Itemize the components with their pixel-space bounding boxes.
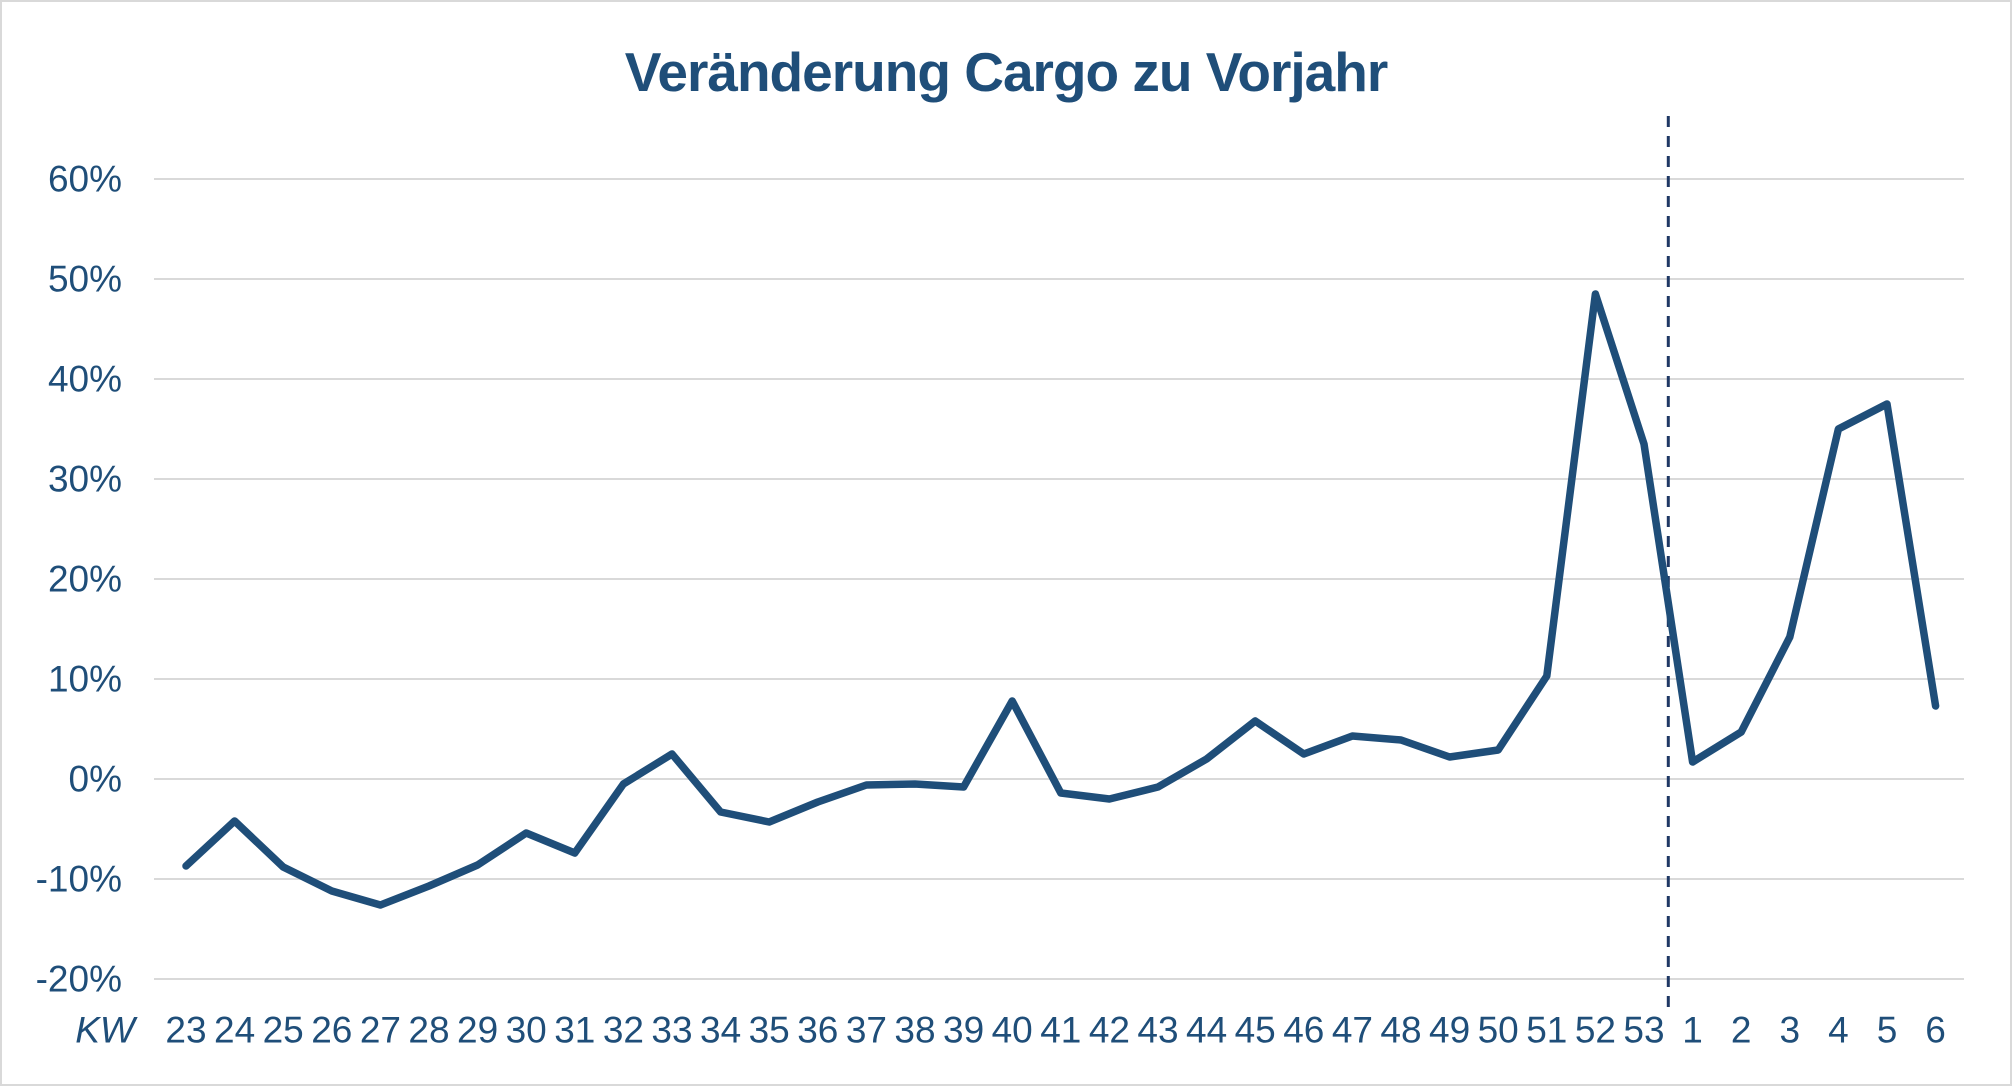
- y-axis-tick-label: -20%: [36, 959, 122, 1000]
- x-axis-tick-label: 28: [408, 1010, 449, 1051]
- x-axis-tick-label: 51: [1526, 1010, 1567, 1051]
- x-axis-tick-label: 53: [1623, 1010, 1664, 1051]
- y-axis-tick-label: 50%: [48, 259, 122, 300]
- x-axis-tick-label: 38: [894, 1010, 935, 1051]
- x-axis-tick-label: 33: [651, 1010, 692, 1051]
- cargo-change-data-line: [182, 290, 1940, 909]
- x-axis-tick-label: 29: [457, 1010, 498, 1051]
- x-axis-tick-label: 32: [603, 1010, 644, 1051]
- y-axis-tick-label: -10%: [36, 859, 122, 900]
- y-axis-tick-label: 60%: [48, 159, 122, 200]
- x-axis-tick-label: 37: [846, 1010, 887, 1051]
- x-axis-tick-label: 35: [749, 1010, 790, 1051]
- x-axis-tick-label: 48: [1380, 1010, 1421, 1051]
- y-axis-tick-label: 10%: [48, 659, 122, 700]
- x-axis-caption-kw: KW: [75, 1010, 138, 1051]
- x-axis-tick-label: 25: [263, 1010, 304, 1051]
- x-axis-tick-label: 49: [1429, 1010, 1470, 1051]
- x-axis-labels: 23 24 25 26 27 28 29 30 31 32 33 34 35 36 37 38 39 40 41 42…: [165, 1010, 1945, 1051]
- x-axis-tick-label: 41: [1040, 1010, 1081, 1051]
- x-axis-tick-label: 47: [1332, 1010, 1373, 1051]
- x-axis-tick-label: 31: [554, 1010, 595, 1051]
- x-axis-tick-label: 45: [1235, 1010, 1276, 1051]
- x-axis-tick-label: 52: [1575, 1010, 1616, 1051]
- x-axis-tick-label: 46: [1283, 1010, 1324, 1051]
- x-axis-tick-label: 4: [1828, 1010, 1849, 1051]
- x-axis-tick-label: 2: [1731, 1010, 1752, 1051]
- x-axis-tick-label: 6: [1925, 1010, 1946, 1051]
- x-axis-tick-label: 24: [214, 1010, 255, 1051]
- x-axis-tick-label: 27: [360, 1010, 401, 1051]
- x-axis-tick-label: 42: [1089, 1010, 1130, 1051]
- chart-title: Veränderung Cargo zu Vorjahr: [624, 41, 1389, 103]
- x-axis-tick-label: 44: [1186, 1010, 1227, 1051]
- x-axis-tick-label: 5: [1877, 1010, 1898, 1051]
- x-axis-tick-label: 3: [1780, 1010, 1801, 1051]
- gridlines: [154, 178, 1964, 980]
- x-axis-tick-label: 39: [943, 1010, 984, 1051]
- x-axis-tick-label: 23: [165, 1010, 206, 1051]
- x-axis-tick-label: 26: [311, 1010, 352, 1051]
- y-axis-tick-label: 20%: [48, 559, 122, 600]
- y-axis-tick-label: 30%: [48, 459, 122, 500]
- x-axis-tick-label: 43: [1137, 1010, 1178, 1051]
- x-axis-tick-label: 1: [1682, 1010, 1703, 1051]
- x-axis-tick-label: 30: [506, 1010, 547, 1051]
- x-axis-tick-label: 50: [1478, 1010, 1519, 1051]
- y-axis-tick-label: 0%: [69, 759, 122, 800]
- y-axis-tick-label: 40%: [48, 359, 122, 400]
- x-axis-tick-label: 34: [700, 1010, 741, 1051]
- x-axis-tick-label: 36: [797, 1010, 838, 1051]
- x-axis-tick-label: 40: [992, 1010, 1033, 1051]
- y-axis-labels: 60% 50% 40% 30% 20% 10% 0% -10% -20%: [36, 159, 122, 1000]
